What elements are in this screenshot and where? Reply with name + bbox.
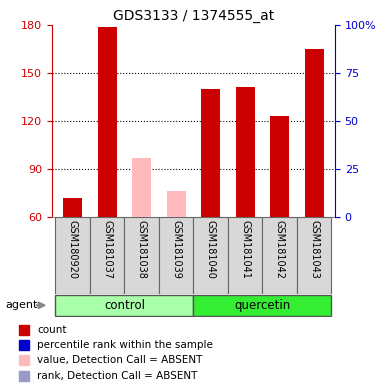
Bar bbox=[194, 217, 228, 294]
Text: count: count bbox=[37, 325, 67, 335]
Text: GSM181038: GSM181038 bbox=[137, 220, 147, 279]
Bar bbox=[63, 198, 82, 217]
Text: agent: agent bbox=[6, 300, 38, 310]
Bar bbox=[270, 116, 289, 217]
Bar bbox=[201, 89, 220, 217]
Bar bbox=[236, 88, 255, 217]
Bar bbox=[305, 49, 324, 217]
Bar bbox=[297, 217, 331, 294]
Title: GDS3133 / 1374555_at: GDS3133 / 1374555_at bbox=[113, 8, 274, 23]
Text: GSM181042: GSM181042 bbox=[275, 220, 285, 279]
Text: value, Detection Call = ABSENT: value, Detection Call = ABSENT bbox=[37, 355, 203, 365]
Bar bbox=[194, 295, 331, 316]
Bar bbox=[167, 191, 186, 217]
Text: GSM181041: GSM181041 bbox=[240, 220, 250, 279]
Bar bbox=[228, 217, 263, 294]
Bar bbox=[55, 217, 90, 294]
Text: GSM181040: GSM181040 bbox=[206, 220, 216, 279]
Text: GSM180920: GSM180920 bbox=[68, 220, 78, 279]
Text: percentile rank within the sample: percentile rank within the sample bbox=[37, 340, 213, 350]
Text: rank, Detection Call = ABSENT: rank, Detection Call = ABSENT bbox=[37, 371, 198, 381]
Bar bbox=[263, 217, 297, 294]
Bar bbox=[159, 217, 193, 294]
Bar bbox=[124, 217, 159, 294]
Bar bbox=[55, 295, 194, 316]
Text: control: control bbox=[104, 299, 145, 312]
Text: quercetin: quercetin bbox=[234, 299, 291, 312]
Bar bbox=[98, 26, 117, 217]
Bar bbox=[132, 158, 151, 217]
Text: GSM181037: GSM181037 bbox=[102, 220, 112, 279]
Bar bbox=[90, 217, 124, 294]
Text: GSM181043: GSM181043 bbox=[309, 220, 319, 279]
Text: GSM181039: GSM181039 bbox=[171, 220, 181, 279]
